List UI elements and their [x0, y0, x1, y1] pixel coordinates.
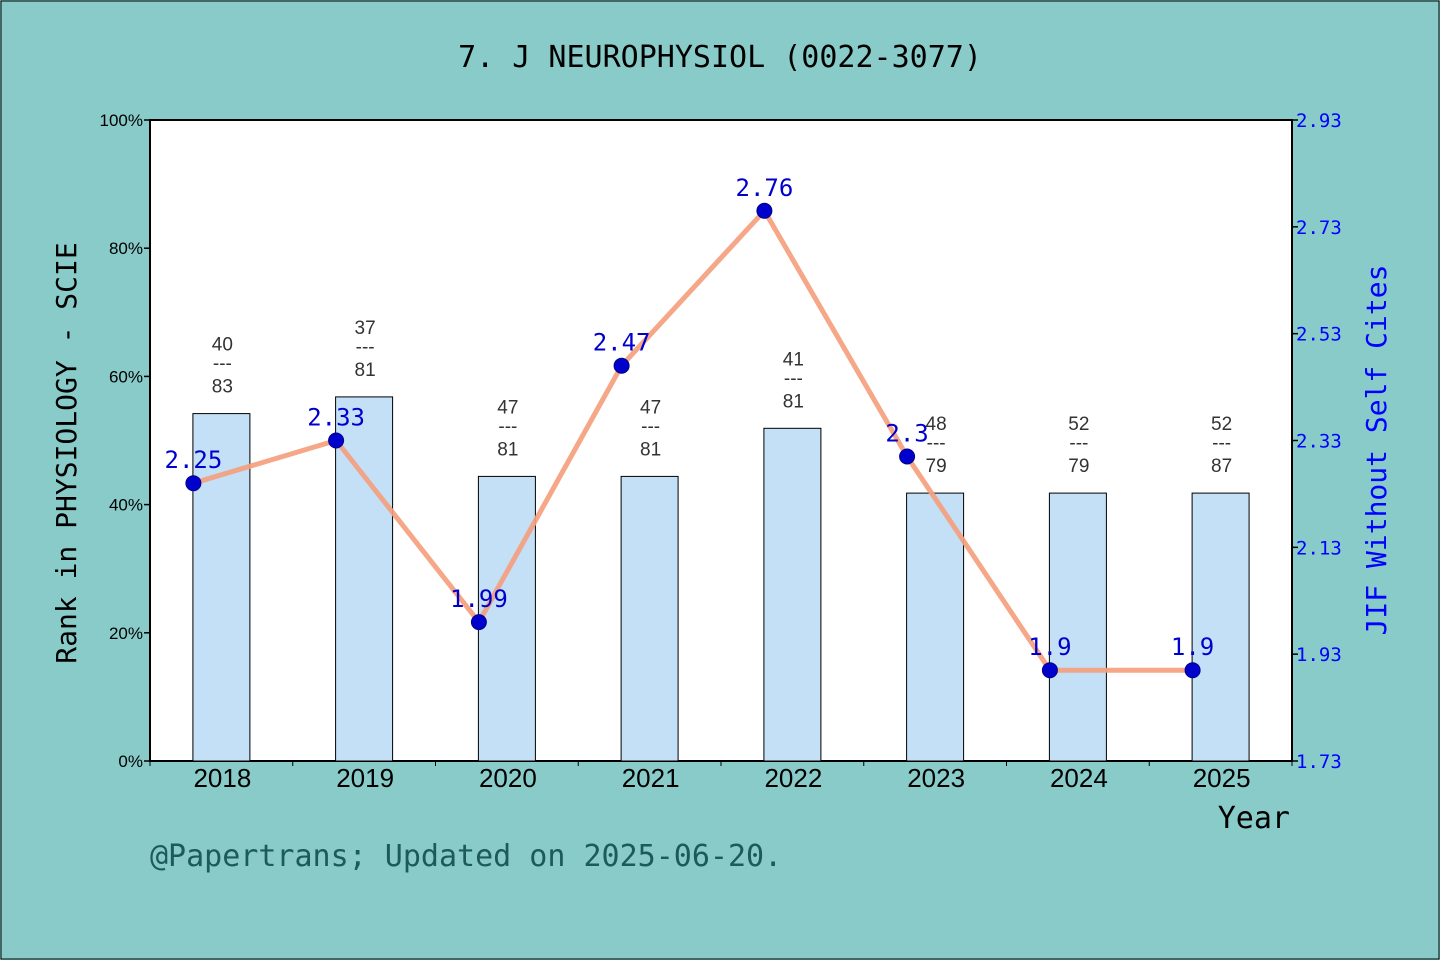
- bar-2024: [1048, 492, 1107, 762]
- jif-point-2020: [470, 614, 487, 631]
- left-tick-label-0: 0%: [118, 752, 143, 771]
- left-tick-label-3: 60%: [109, 367, 143, 386]
- axes: 0% 20% 40% 60% 80% 100% 1.73 1.93 2.13 2.33 2.53 2.…: [100, 110, 1342, 793]
- rank-label-2020: 47: [497, 397, 518, 418]
- jif-point-2018: [185, 475, 202, 492]
- jif-point-2022: [756, 202, 773, 219]
- rank-label-2022: 41: [783, 349, 804, 370]
- x-tick-label-2023: 2023: [907, 763, 965, 793]
- rank-total-2018: 83: [212, 377, 233, 398]
- right-tick-label-3: 2.33: [1296, 431, 1342, 453]
- jif-labels: 2.25 2.33 1.99 2.47 2.76 2.3 1.9 1.9: [165, 174, 1215, 661]
- rank-separator-2024: ---: [1069, 433, 1088, 454]
- rank-separator-2019: ---: [356, 337, 375, 358]
- rank-separator-2020: ---: [498, 416, 517, 437]
- left-tick-label-5: 100%: [100, 111, 143, 130]
- right-tick-label-5: 2.73: [1296, 217, 1342, 239]
- y-axis-label-right: JIF Without Self Cites: [1360, 265, 1393, 636]
- rank-total-2024: 79: [1068, 456, 1089, 477]
- rank-total-2020: 81: [497, 439, 518, 460]
- x-tick-label-2019: 2019: [336, 763, 394, 793]
- bar-2020: [477, 475, 536, 762]
- jif-point-2023: [899, 448, 916, 465]
- rank-total-2023: 79: [926, 456, 947, 477]
- plot-area: [149, 119, 1293, 762]
- left-tick-label-2: 40%: [109, 496, 143, 515]
- right-tick-label-4: 2.53: [1296, 324, 1342, 346]
- jif-point-2021: [613, 357, 630, 374]
- jif-line: [185, 202, 1201, 679]
- left-tick-label-1: 20%: [109, 624, 143, 643]
- x-tick-label-2021: 2021: [622, 763, 680, 793]
- rank-separator-2022: ---: [784, 368, 803, 389]
- rank-total-2019: 81: [355, 360, 376, 381]
- rank-label-2019: 37: [355, 318, 376, 339]
- y-axis-label-left: Rank in PHYSIOLOGY - SCIE: [50, 242, 83, 663]
- rank-label-2023: 48: [926, 414, 947, 435]
- rank-total-2022: 81: [783, 391, 804, 412]
- jif-label-2024: 1.9: [1028, 633, 1071, 661]
- jif-label-2023: 2.3: [885, 420, 928, 448]
- rank-total-2021: 81: [640, 439, 661, 460]
- rank-labels: 40---8337---8147---8147---8141---8148---…: [212, 318, 1232, 477]
- left-tick-label-4: 80%: [109, 239, 143, 258]
- jif-label-2019: 2.33: [307, 404, 365, 432]
- x-tick-label-2018: 2018: [193, 763, 251, 793]
- rank-label-2018: 40: [212, 335, 233, 356]
- jif-label-2021: 2.47: [593, 329, 651, 357]
- bars: [192, 396, 1250, 762]
- bar-2021: [620, 475, 679, 762]
- right-tick-label-2: 2.13: [1296, 537, 1342, 559]
- x-tick-label-2020: 2020: [479, 763, 537, 793]
- rank-label-2024: 52: [1068, 414, 1089, 435]
- right-tick-label-0: 1.73: [1296, 751, 1342, 773]
- rank-separator-2021: ---: [641, 416, 660, 437]
- jif-point-2024: [1041, 662, 1058, 679]
- rank-separator-2023: ---: [927, 433, 946, 454]
- rank-total-2025: 87: [1211, 456, 1232, 477]
- right-tick-label-1: 1.93: [1296, 644, 1342, 666]
- chart-title: 7. J NEUROPHYSIOL (0022-3077): [458, 40, 982, 75]
- jif-label-2025: 1.9: [1171, 633, 1214, 661]
- jif-label-2018: 2.25: [165, 446, 223, 474]
- rank-label-2021: 47: [640, 397, 661, 418]
- x-tick-label-2025: 2025: [1193, 763, 1251, 793]
- rank-label-2025: 52: [1211, 414, 1232, 435]
- bar-2022: [763, 427, 822, 762]
- bar-2019: [335, 396, 394, 762]
- jif-point-2019: [328, 432, 345, 449]
- footer-note: @Papertrans; Updated on 2025-06-20.: [150, 839, 782, 874]
- x-tick-label-2024: 2024: [1050, 763, 1108, 793]
- bar-2023: [906, 492, 965, 762]
- jif-point-2025: [1184, 662, 1201, 679]
- bar-2025: [1191, 492, 1250, 762]
- jif-line-path: [192, 208, 1193, 673]
- right-tick-label-6: 2.93: [1296, 110, 1342, 132]
- x-axis-label: Year: [1218, 801, 1290, 836]
- jif-label-2020: 1.99: [450, 585, 508, 613]
- rank-separator-2018: ---: [213, 354, 232, 375]
- jif-label-2022: 2.76: [736, 174, 794, 202]
- rank-separator-2025: ---: [1212, 433, 1231, 454]
- x-tick-label-2022: 2022: [764, 763, 822, 793]
